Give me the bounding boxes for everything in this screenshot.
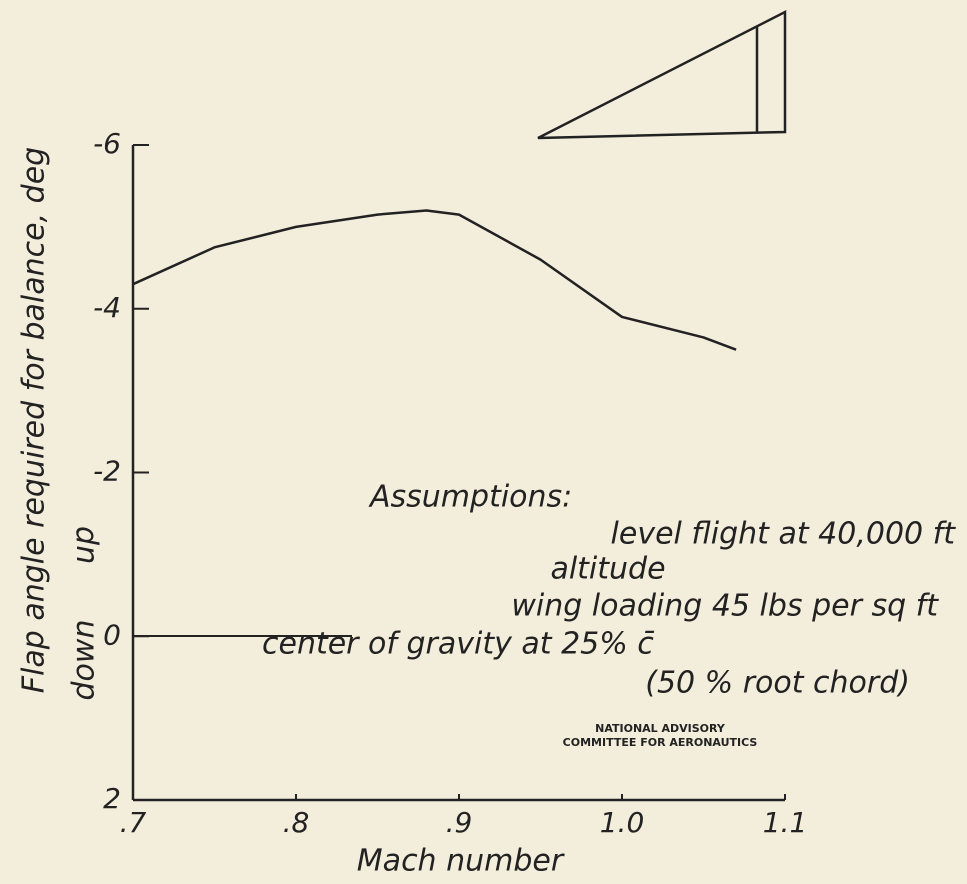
y-tick-label: 2	[103, 782, 121, 815]
y-tick-label: -4	[93, 291, 121, 324]
direction-label: up	[67, 526, 102, 564]
x-tick-label: .8	[283, 806, 310, 839]
x-tick-label: .7	[120, 806, 147, 839]
y-axis-title: Flap angle required for balance, deg	[17, 147, 52, 693]
credit: COMMITTEE FOR AERONAUTICS	[563, 736, 758, 749]
annotation: level flight at 40,000 ft	[611, 517, 957, 552]
annotation: altitude	[550, 552, 665, 587]
x-tick-label: 1.0	[600, 806, 645, 839]
direction-label: down	[67, 620, 102, 701]
x-axis-title: Mach number	[357, 844, 565, 879]
y-tick-label: -6	[93, 127, 121, 160]
annotation: center of gravity at 25% c̄	[262, 627, 655, 662]
annotation: Assumptions:	[368, 480, 572, 515]
y-tick-label: -2	[93, 455, 121, 488]
annotation: (50 % root chord)	[645, 666, 910, 701]
wing-planform	[537, 9, 787, 140]
x-tick-label: .9	[446, 806, 473, 839]
y-tick-label: 0	[103, 618, 121, 651]
credit: NATIONAL ADVISORY	[595, 722, 726, 735]
x-tick-label: 1.1	[763, 806, 808, 839]
annotation: wing loading 45 lbs per sq ft	[511, 589, 939, 624]
curve	[132, 209, 737, 351]
